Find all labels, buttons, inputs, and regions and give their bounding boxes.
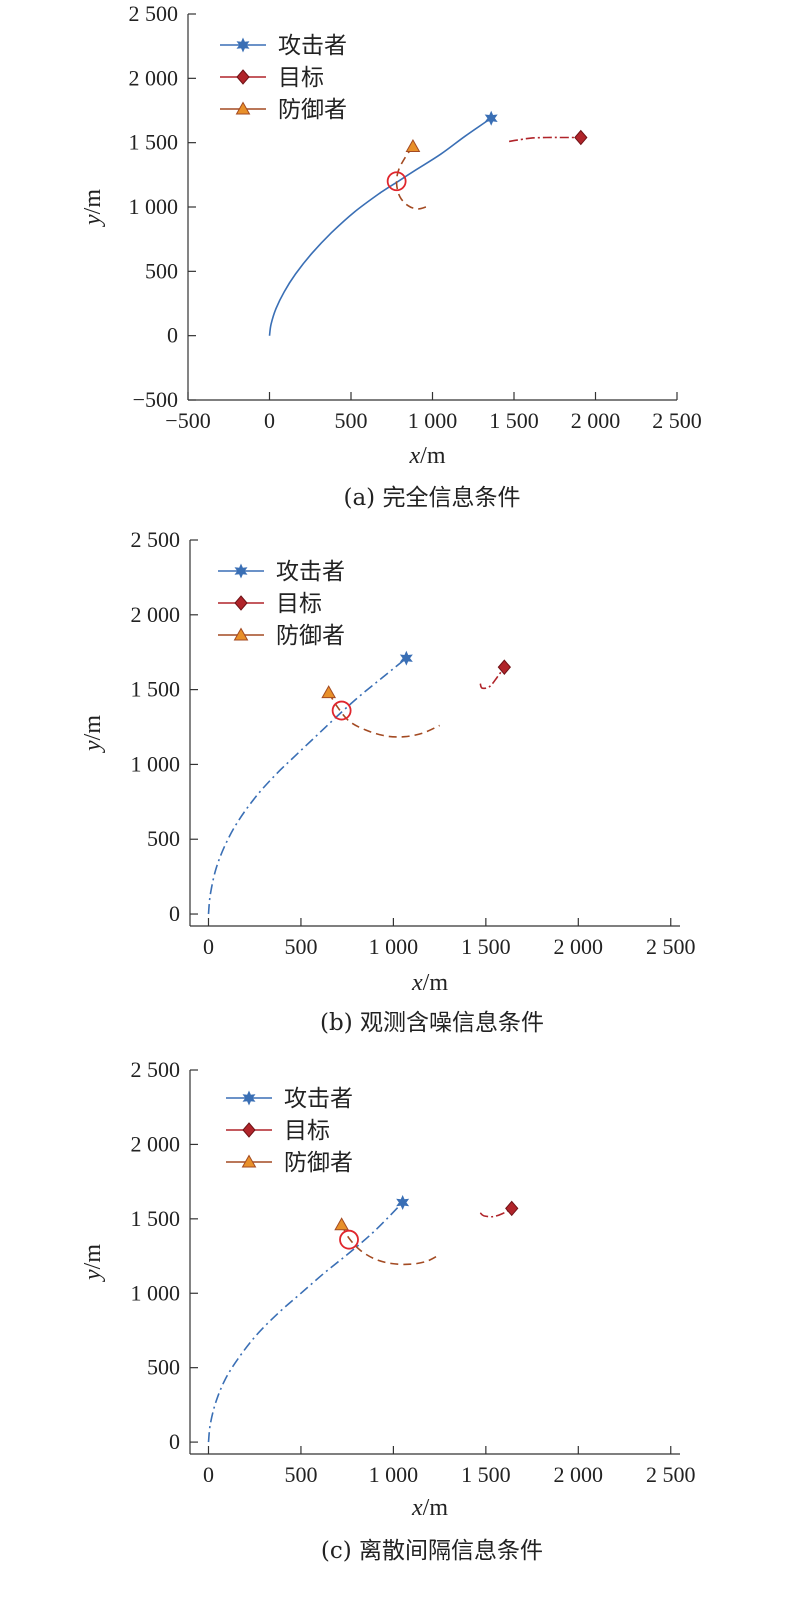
chart-panel-c: 0 500 1 000 1 500 2 000 2 500 0 500 1 000 1 500 2 … bbox=[80, 1057, 696, 1564]
x-tick-label: 0 bbox=[264, 408, 275, 433]
legend-marker-defender bbox=[233, 627, 249, 641]
defender-marker bbox=[334, 1217, 349, 1231]
defender-trajectory bbox=[328, 692, 440, 738]
legend-marker-target bbox=[236, 69, 250, 85]
x-tick-label: 1 500 bbox=[489, 408, 539, 433]
x-tick-label: 1 000 bbox=[408, 408, 458, 433]
intercept-circle bbox=[386, 171, 407, 192]
x-axis-title: x/m bbox=[411, 1495, 448, 1521]
defender-marker bbox=[321, 685, 337, 699]
x-tick-label: 0 bbox=[203, 934, 214, 959]
legend-label-attacker: 攻击者 bbox=[278, 33, 347, 59]
legend-label-defender: 防御者 bbox=[284, 1150, 353, 1176]
y-tick-label: 0 bbox=[169, 901, 180, 926]
x-tick-label: 1 000 bbox=[369, 1462, 419, 1487]
y-tick-label: 2 000 bbox=[131, 1131, 181, 1156]
y-tick-label: 1 500 bbox=[131, 677, 181, 702]
x-tick-label: 500 bbox=[284, 1462, 317, 1487]
y-axis-title: y/m bbox=[80, 1244, 106, 1282]
panel-caption: (b) 观测含噪信息条件 bbox=[320, 1010, 544, 1036]
target-trajectory bbox=[508, 136, 581, 143]
x-tick-label: 2 500 bbox=[646, 934, 696, 959]
x-tick-label: 1 500 bbox=[461, 934, 511, 959]
y-tick-label: −500 bbox=[133, 387, 178, 412]
x-tick-label: 2 500 bbox=[652, 408, 702, 433]
y-tick-label: 0 bbox=[167, 323, 178, 348]
y-axis-title: y/m bbox=[80, 715, 106, 753]
y-axis-title: y/m bbox=[80, 189, 106, 227]
x-axis-title: x/m bbox=[411, 970, 448, 996]
x-tick-label: 2 000 bbox=[571, 408, 621, 433]
x-tick-label: −500 bbox=[165, 408, 210, 433]
panel-caption: (c) 离散间隔信息条件 bbox=[321, 1538, 543, 1564]
y-tick-label: 1 500 bbox=[131, 1206, 181, 1231]
legend-marker-target bbox=[242, 1122, 256, 1138]
attacker-trajectory bbox=[268, 117, 492, 336]
x-tick-label: 1 500 bbox=[461, 1462, 511, 1487]
attacker-trajectory bbox=[207, 1201, 404, 1443]
legend-label-target: 目标 bbox=[284, 1118, 330, 1144]
y-tick-label: 0 bbox=[169, 1429, 180, 1454]
legend-marker-defender bbox=[241, 1154, 257, 1168]
y-tick-label: 1 000 bbox=[131, 1280, 181, 1305]
legend-marker-defender bbox=[235, 101, 251, 115]
x-tick-label: 1 000 bbox=[369, 934, 419, 959]
attacker-marker bbox=[396, 1194, 410, 1210]
x-tick-label: 0 bbox=[203, 1462, 214, 1487]
y-tick-label: 2 500 bbox=[131, 527, 181, 552]
x-tick-label: 2 000 bbox=[554, 934, 604, 959]
legend-label-attacker: 攻击者 bbox=[276, 559, 345, 585]
x-axis-title: x/m bbox=[409, 443, 446, 469]
y-tick-label: 500 bbox=[147, 1355, 180, 1380]
chart-panel-b: 0 500 1 000 1 500 2 000 2 500 0 500 1 000 1 500 2 … bbox=[80, 527, 696, 1036]
intercept-circle bbox=[331, 700, 352, 721]
y-tick-label: 2 500 bbox=[129, 1, 179, 26]
y-tick-label: 2 000 bbox=[129, 65, 179, 90]
intercept-circle bbox=[339, 1229, 359, 1250]
x-tick-label: 500 bbox=[335, 408, 368, 433]
legend-marker-target bbox=[234, 595, 248, 611]
y-tick-label: 500 bbox=[147, 826, 180, 851]
legend-label-defender: 防御者 bbox=[276, 623, 345, 649]
defender-trajectory bbox=[395, 146, 427, 210]
attacker-marker bbox=[399, 650, 413, 666]
target-marker bbox=[574, 129, 588, 146]
y-tick-label: 500 bbox=[145, 258, 178, 283]
legend-label-attacker: 攻击者 bbox=[284, 1086, 353, 1112]
attacker-trajectory bbox=[207, 657, 407, 915]
y-tick-label: 1 000 bbox=[131, 751, 181, 776]
legend-marker-attacker bbox=[236, 37, 250, 53]
target-trajectory bbox=[479, 1207, 513, 1218]
legend-marker-attacker bbox=[234, 563, 248, 579]
y-tick-label: 2 500 bbox=[131, 1057, 181, 1082]
defender-trajectory bbox=[340, 1224, 440, 1266]
attacker-marker bbox=[484, 110, 498, 126]
y-tick-label: 1 500 bbox=[129, 130, 179, 155]
y-tick-label: 2 000 bbox=[131, 602, 181, 627]
panel-caption: (a) 完全信息条件 bbox=[344, 485, 521, 511]
target-marker bbox=[497, 659, 511, 675]
defender-marker bbox=[405, 139, 421, 153]
target-marker bbox=[505, 1200, 519, 1217]
legend-label-defender: 防御者 bbox=[278, 97, 347, 123]
x-tick-label: 500 bbox=[284, 934, 317, 959]
target-trajectory bbox=[479, 666, 505, 690]
x-tick-label: 2 500 bbox=[646, 1462, 696, 1487]
legend-label-target: 目标 bbox=[276, 591, 322, 617]
y-tick-label: 1 000 bbox=[129, 194, 179, 219]
legend-marker-attacker bbox=[242, 1090, 256, 1106]
chart-panel-a: −500 0 500 1 000 1 500 2 000 2 500 −500 0 500 1 00… bbox=[80, 1, 702, 511]
legend-label-target: 目标 bbox=[278, 65, 324, 91]
x-tick-label: 2 000 bbox=[554, 1462, 604, 1487]
